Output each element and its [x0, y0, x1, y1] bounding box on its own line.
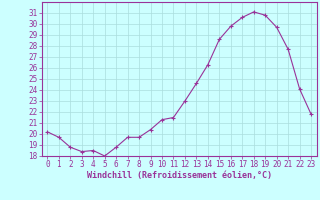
- X-axis label: Windchill (Refroidissement éolien,°C): Windchill (Refroidissement éolien,°C): [87, 171, 272, 180]
